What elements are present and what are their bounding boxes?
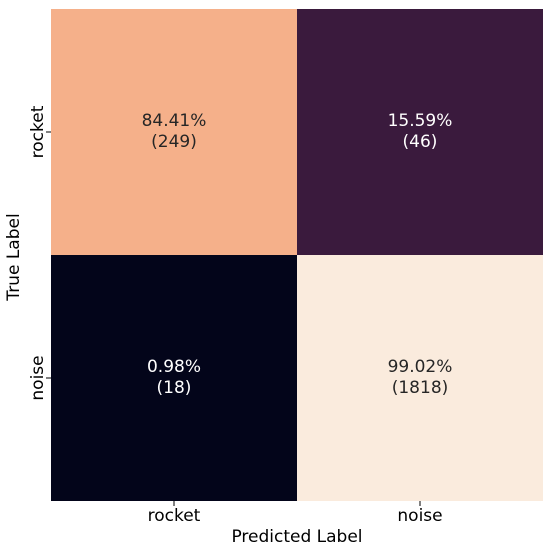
cell-count-label: (1818) xyxy=(392,378,449,398)
x-tick-label-rocket: rocket xyxy=(148,506,201,526)
x-tick-label-noise: noise xyxy=(397,506,442,526)
y-axis-label: True Label xyxy=(4,213,24,301)
y-tick-label-noise: noise xyxy=(28,355,48,400)
x-axis-ticks: rocket noise xyxy=(148,501,443,526)
y-tick-label-rocket: rocket xyxy=(28,105,48,158)
cell-count-label: (18) xyxy=(157,378,192,398)
heatmap-cells: 84.41%(249) 15.59%(46) 0.98%(18) 99.02%(181… xyxy=(51,9,543,501)
heatmap-cell-rocket-rocket xyxy=(51,9,297,255)
cell-percent-label: 84.41% xyxy=(142,111,207,131)
cell-count-label: (46) xyxy=(403,132,438,152)
cell-percent-label: 99.02% xyxy=(388,357,453,377)
heatmap-cell-rocket-noise xyxy=(297,9,543,255)
y-axis-ticks: rocket noise xyxy=(28,105,51,401)
cell-percent-label: 15.59% xyxy=(388,111,453,131)
heatmap-cell-noise-rocket xyxy=(51,255,297,501)
heatmap-cell-noise-noise xyxy=(297,255,543,501)
x-axis-label: Predicted Label xyxy=(231,527,362,547)
cell-count-label: (249) xyxy=(151,132,197,152)
cell-percent-label: 0.98% xyxy=(147,357,201,377)
